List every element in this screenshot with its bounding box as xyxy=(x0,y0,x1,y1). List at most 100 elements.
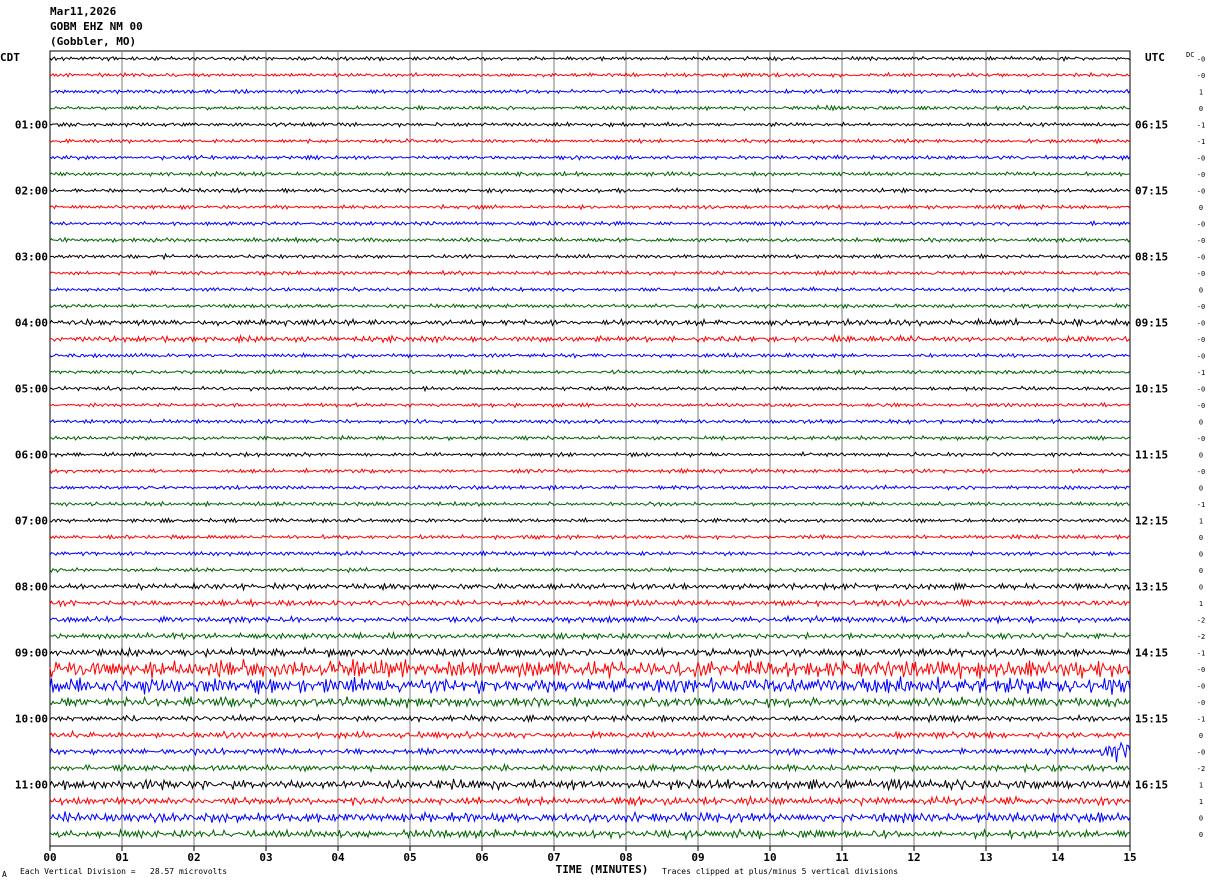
dc-offset-label: -1 xyxy=(1197,369,1205,377)
dc-column-header: DC xyxy=(1186,51,1194,59)
seismic-trace xyxy=(49,434,1131,442)
seismic-trace xyxy=(49,630,1131,641)
utc-hour-label: 09:15 xyxy=(1135,317,1168,330)
dc-offset-label: 0 xyxy=(1199,815,1203,823)
utc-hour-label: 11:15 xyxy=(1135,449,1168,462)
dc-offset-label: -0 xyxy=(1197,270,1205,278)
local-hour-label: 05:00 xyxy=(15,383,48,396)
x-tick-label: 11 xyxy=(835,851,849,864)
local-hour-label: 04:00 xyxy=(15,317,48,330)
seismic-trace xyxy=(49,810,1131,825)
dc-offset-label: -0 xyxy=(1197,386,1205,394)
seismic-trace xyxy=(49,71,1131,79)
right-axis-title: UTC xyxy=(1145,51,1165,64)
dc-offset-label: -0 xyxy=(1197,666,1205,674)
seismic-trace xyxy=(49,236,1131,244)
seismic-trace xyxy=(49,516,1131,525)
dc-offset-label: -0 xyxy=(1197,699,1205,707)
x-tick-label: 00 xyxy=(43,851,56,864)
left-axis-title: CDT xyxy=(0,51,20,64)
seismic-trace xyxy=(49,385,1131,393)
dc-offset-label: -2 xyxy=(1197,617,1205,625)
seismic-trace xyxy=(49,467,1131,475)
x-tick-label: 03 xyxy=(259,851,272,864)
local-hour-label: 10:00 xyxy=(15,713,48,726)
seismic-trace xyxy=(49,695,1131,709)
dc-offset-label: -0 xyxy=(1197,336,1205,344)
dc-offset-label: 1 xyxy=(1199,782,1203,790)
x-tick-label: 01 xyxy=(115,851,129,864)
seismic-trace xyxy=(49,729,1131,740)
seismic-trace xyxy=(49,581,1131,592)
seismic-trace xyxy=(49,54,1131,63)
dc-offset-label: 0 xyxy=(1199,732,1203,740)
seismic-trace xyxy=(49,614,1131,625)
seismic-trace xyxy=(49,154,1131,161)
seismic-trace xyxy=(49,120,1131,128)
seismic-trace xyxy=(49,827,1131,841)
x-tick-label: 09 xyxy=(691,851,704,864)
dc-offset-label: -0 xyxy=(1197,72,1205,80)
seismic-trace xyxy=(49,484,1131,492)
seismic-trace xyxy=(49,778,1131,792)
dc-offset-label: -2 xyxy=(1197,633,1205,641)
local-hour-label: 01:00 xyxy=(15,119,48,132)
seismic-trace xyxy=(49,137,1131,145)
vertical-division-note: Each Vertical Division = 28.57 microvolt… xyxy=(20,867,228,876)
local-hour-label: 02:00 xyxy=(15,185,48,198)
dc-offset-label: -0 xyxy=(1197,683,1205,691)
utc-hour-label: 08:15 xyxy=(1135,251,1168,264)
dc-offset-label: -1 xyxy=(1197,122,1205,130)
dc-offset-label: 1 xyxy=(1199,89,1203,97)
plot-frame xyxy=(49,50,1131,847)
local-hour-label: 06:00 xyxy=(15,449,48,462)
utc-hour-label: 12:15 xyxy=(1135,515,1168,528)
footer-mark: A xyxy=(2,870,7,879)
seismic-trace xyxy=(49,333,1131,345)
dc-offset-label: -0 xyxy=(1197,303,1205,311)
dc-offset-label: 0 xyxy=(1199,534,1203,542)
dc-offset-label: -0 xyxy=(1197,171,1205,179)
x-tick-label: 08 xyxy=(619,851,632,864)
x-tick-label: 02 xyxy=(187,851,200,864)
dc-offset-label: -0 xyxy=(1197,353,1205,361)
dc-offset-label: -0 xyxy=(1197,221,1205,229)
x-tick-label: 10 xyxy=(763,851,776,864)
dc-offset-label: 0 xyxy=(1199,419,1203,427)
seismic-trace xyxy=(49,418,1131,425)
utc-hour-label: 16:15 xyxy=(1135,779,1168,792)
local-hour-label: 08:00 xyxy=(15,581,48,594)
seismic-trace xyxy=(49,566,1131,574)
dc-offset-label: -0 xyxy=(1197,435,1205,443)
x-tick-label: 05 xyxy=(403,851,416,864)
seismic-trace xyxy=(49,88,1131,95)
seismic-trace xyxy=(49,549,1131,557)
utc-hour-label: 15:15 xyxy=(1135,713,1168,726)
location-label: (Gobbler, MO) xyxy=(50,35,137,48)
utc-hour-label: 10:15 xyxy=(1135,383,1168,396)
local-hour-label: 07:00 xyxy=(15,515,48,528)
dc-offset-label: 0 xyxy=(1199,551,1203,559)
dc-offset-label: -0 xyxy=(1197,155,1205,163)
dc-offset-label: 0 xyxy=(1199,452,1203,460)
dc-offset-label: 1 xyxy=(1199,518,1203,526)
seismic-trace xyxy=(49,351,1130,359)
dc-offset-label: -0 xyxy=(1197,402,1205,410)
dc-offset-label: -1 xyxy=(1197,650,1205,658)
seismic-trace xyxy=(49,285,1131,293)
dc-offset-label: -0 xyxy=(1197,188,1205,196)
utc-hour-label: 14:15 xyxy=(1135,647,1168,660)
local-hour-label: 09:00 xyxy=(15,647,48,660)
seismic-trace xyxy=(49,317,1131,328)
dc-offset-label: -0 xyxy=(1197,254,1205,262)
dc-offset-label: -0 xyxy=(1197,56,1205,64)
local-hour-label: 03:00 xyxy=(15,251,48,264)
dc-offset-label: 0 xyxy=(1199,567,1203,575)
seismic-trace xyxy=(49,170,1131,178)
x-tick-label: 07 xyxy=(547,851,560,864)
x-tick-label: 12 xyxy=(907,851,920,864)
x-tick-label: 04 xyxy=(331,851,345,864)
dc-offset-label: 1 xyxy=(1199,600,1203,608)
x-tick-label: 15 xyxy=(1123,851,1136,864)
dc-offset-label: -0 xyxy=(1197,237,1205,245)
